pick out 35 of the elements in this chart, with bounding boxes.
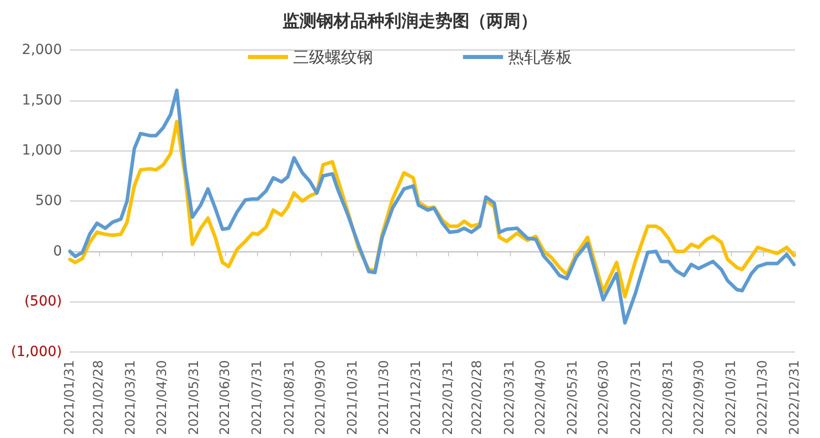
y-tick-label: 1,500 (22, 92, 62, 108)
x-tick-label: 2021/09/30 (314, 360, 328, 436)
x-tick-label: 2021/02/28 (92, 360, 107, 436)
x-tick-label: 2021/12/31 (408, 360, 424, 436)
x-tick-label: 2022/05/31 (566, 360, 581, 436)
legend-label: 三级螺纹钢 (293, 48, 373, 66)
x-tick-label: 2021/05/31 (186, 360, 202, 436)
y-tick-label: 1,000 (22, 142, 62, 159)
y-tick-label: 500 (35, 193, 62, 210)
x-tick-label: 2021/04/30 (154, 360, 170, 436)
chart-title: 监测钢材品种利润走势图（两周） (282, 12, 538, 32)
y-tick-label: 0 (53, 243, 62, 260)
x-tick-label: 2022/01/31 (441, 360, 456, 436)
x-tick-label: 2021/06/30 (218, 360, 234, 436)
x-tick-label: 2022/12/31 (788, 360, 802, 436)
x-tick-label: 2021/07/31 (250, 360, 266, 436)
line-series (68, 88, 796, 325)
x-tick-label: 2021/08/31 (282, 360, 298, 436)
x-tick-label: 2021/11/30 (376, 360, 392, 436)
x-tick-label: 2022/03/31 (502, 360, 518, 436)
y-tick-label: 2,000 (22, 42, 62, 58)
x-tick-label: 2022/07/31 (628, 360, 644, 436)
x-tick-label: 2021/03/31 (124, 360, 139, 436)
x-tick-label: 2022/04/30 (533, 360, 548, 436)
x-tick-label: 2022/08/31 (660, 360, 676, 436)
x-tick-label: 2022/10/31 (724, 360, 740, 436)
x-tick-label: 2022/02/28 (470, 360, 486, 436)
x-tick-label: 2022/06/30 (596, 360, 612, 436)
y-tick-label: (1,000) (10, 344, 62, 360)
y-tick-label: (500) (24, 294, 62, 310)
x-tick-label: 2022/11/30 (755, 360, 770, 436)
x-tick-label: 2022/09/30 (692, 360, 708, 436)
x-tick-label: 2021/01/31 (62, 360, 78, 436)
legend-label: 热轧卷板 (508, 48, 572, 66)
x-tick-label: 2021/10/31 (346, 360, 361, 436)
